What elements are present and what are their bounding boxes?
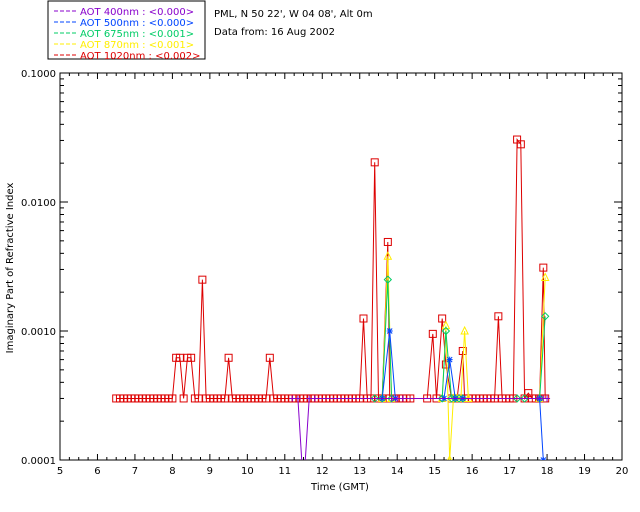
x-tick-label: 18 <box>541 466 554 477</box>
data-point <box>460 325 469 335</box>
data-point <box>428 329 437 338</box>
data-point <box>438 314 447 323</box>
legend-entry: AOT 400nm : <0.000> <box>80 7 194 18</box>
data-point <box>446 356 453 363</box>
x-tick-label: 14 <box>391 466 404 477</box>
data-point <box>540 272 550 281</box>
data-point <box>540 312 550 321</box>
data-point <box>386 328 393 334</box>
series-line <box>374 279 546 399</box>
x-tick-label: 8 <box>169 466 175 477</box>
data-point <box>306 395 313 402</box>
data-point <box>168 394 177 403</box>
data-point <box>370 394 379 403</box>
series-line <box>381 256 546 460</box>
data-point <box>224 353 233 362</box>
legend-entry: AOT 675nm : <0.001> <box>80 29 194 40</box>
series-aot-400nm <box>289 395 551 492</box>
x-tick-label: 17 <box>503 466 516 477</box>
legend: AOT 400nm : <0.000>AOT 500nm : <0.000>AO… <box>47 0 206 62</box>
legend-entry: AOT 500nm : <0.000> <box>80 18 194 29</box>
series-line <box>116 138 546 401</box>
data-point <box>359 314 368 323</box>
x-tick-label: 9 <box>207 466 213 477</box>
data-point <box>540 457 547 460</box>
x-axis-label: Time (GMT) <box>310 482 369 493</box>
data-point <box>441 326 451 336</box>
data-point <box>516 140 525 149</box>
data-point <box>265 353 274 362</box>
x-tick-label: 13 <box>353 466 366 477</box>
x-tick-label: 6 <box>94 466 100 477</box>
y-tick-label: 0.0100 <box>21 198 56 209</box>
x-tick-label: 7 <box>132 466 138 477</box>
data-point <box>394 395 401 402</box>
data-point <box>458 346 467 355</box>
x-tick-label: 11 <box>278 466 291 477</box>
data-point <box>544 395 551 402</box>
data-point <box>289 395 296 402</box>
x-tick-label: 5 <box>57 466 63 477</box>
data-point <box>383 251 393 260</box>
series-line <box>381 330 544 460</box>
x-tick-label: 12 <box>316 466 329 477</box>
axes: Time (GMT) Imaginary Part of Refractive … <box>5 69 628 493</box>
legend-entry: AOT 1020nm : <0.002> <box>80 51 200 62</box>
data-point <box>458 394 467 403</box>
data-point <box>399 395 406 402</box>
data-point <box>198 275 207 284</box>
data-point <box>464 393 473 402</box>
y-tick-label: 0.0010 <box>21 327 56 338</box>
chart-title-line-2: Data from: 16 Aug 2002 <box>214 27 335 38</box>
y-axis-label: Imaginary Part of Refractive Index <box>5 183 16 354</box>
data-point <box>512 394 522 403</box>
data-point <box>447 454 453 460</box>
x-tick-label: 19 <box>578 466 591 477</box>
data-point <box>494 312 503 321</box>
data-point <box>383 275 393 284</box>
data-point <box>520 394 529 403</box>
data-point <box>542 477 548 483</box>
data-point <box>294 395 301 402</box>
chart-title: PML, N 50 22', W 04 08', Alt 0m Data fro… <box>214 9 373 38</box>
legend-entry: AOT 870nm : <0.001> <box>80 40 194 51</box>
series-layer <box>112 135 551 492</box>
data-point <box>301 486 307 492</box>
data-point <box>187 353 196 362</box>
x-tick-label: 20 <box>616 466 629 477</box>
data-point <box>441 320 451 330</box>
y-tick-label: 0.0001 <box>21 456 56 467</box>
y-tick-label: 0.1000 <box>21 69 56 80</box>
series-aot-675nm <box>370 275 550 403</box>
chart-title-line-1: PML, N 50 22', W 04 08', Alt 0m <box>214 9 373 20</box>
data-point <box>383 237 392 246</box>
data-point <box>451 394 460 403</box>
data-point <box>378 394 387 403</box>
data-point <box>179 394 188 403</box>
data-point <box>539 263 548 272</box>
data-point <box>388 395 395 402</box>
data-point <box>311 395 318 402</box>
x-tick-label: 10 <box>241 466 254 477</box>
data-point <box>534 395 541 402</box>
series-aot-1020nm <box>112 135 550 403</box>
data-point <box>370 158 379 167</box>
x-tick-label: 16 <box>466 466 479 477</box>
x-tick-label: 15 <box>428 466 441 477</box>
